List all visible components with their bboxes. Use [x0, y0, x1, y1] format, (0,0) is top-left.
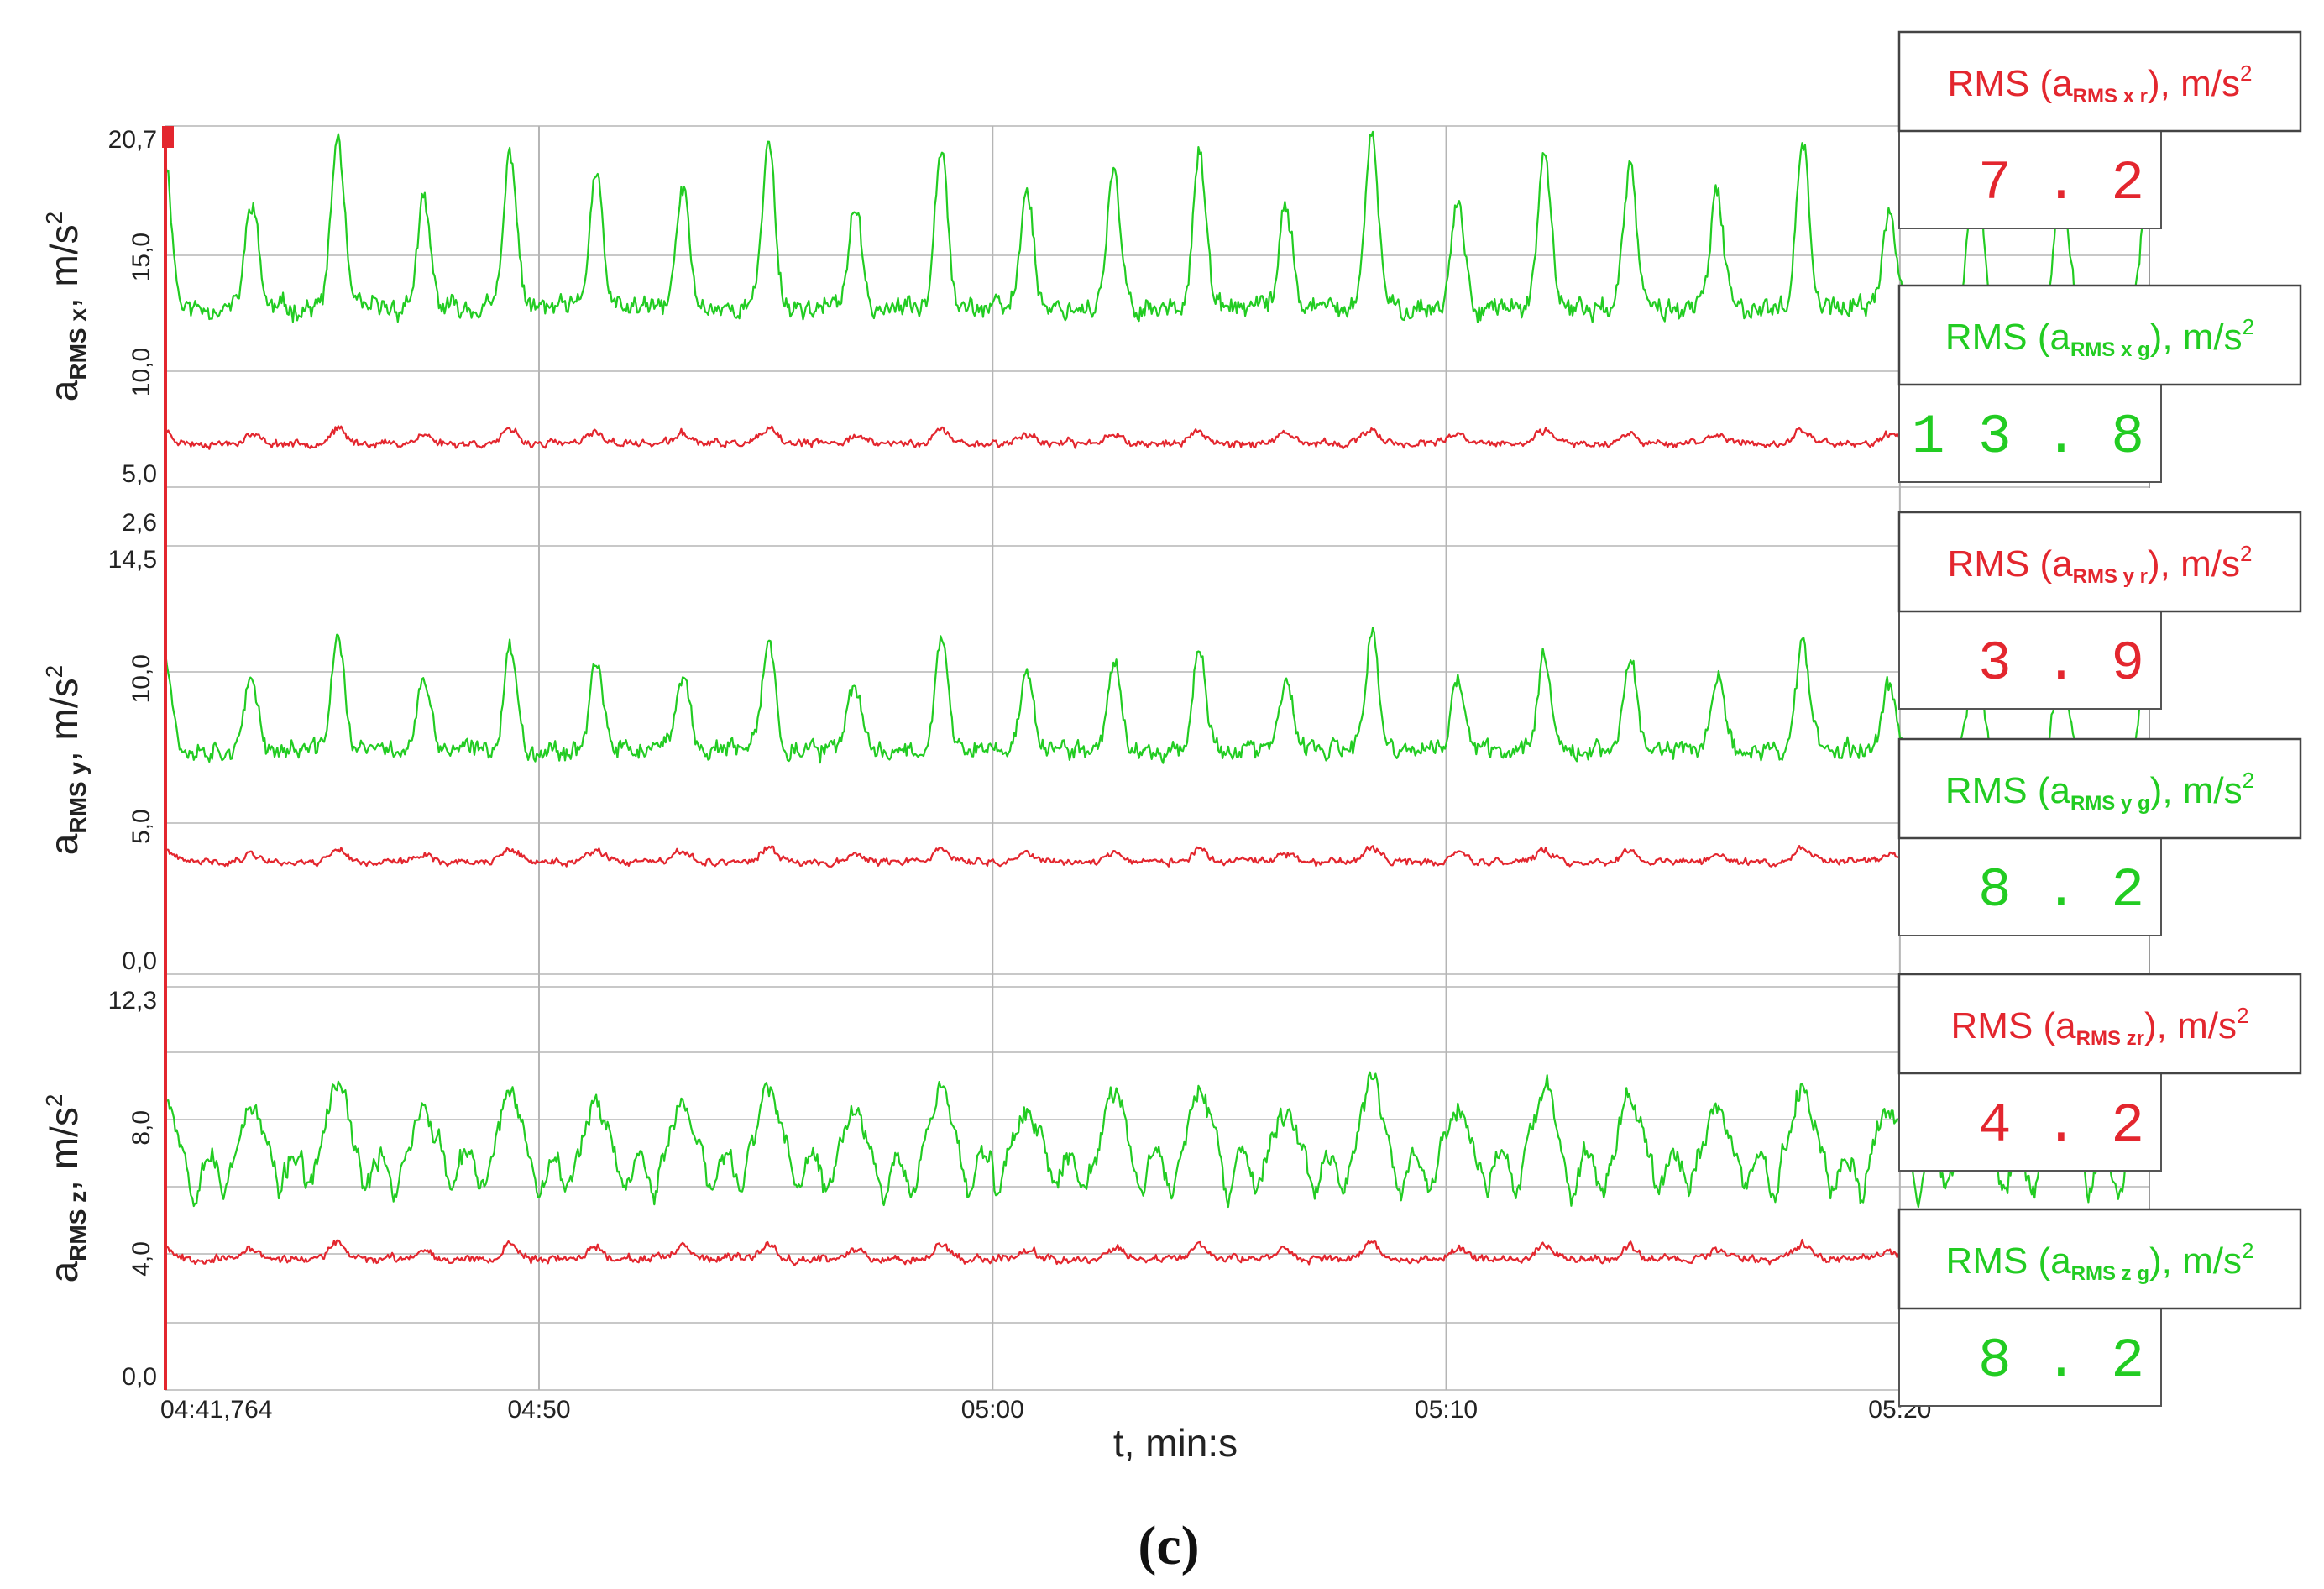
y-axis-label-y: aRMS y, m/s2: [41, 665, 91, 855]
y-tick-label: 20,7: [108, 126, 157, 154]
figure-caption: (c): [1138, 1515, 1199, 1576]
y-tick-label: 8,0: [128, 1110, 155, 1146]
readout-value-box: [1898, 1306, 2162, 1407]
readout-value-box: [1898, 609, 2162, 710]
readout-label-box: [1897, 973, 2302, 1075]
readout-panel: RMS (aRMS x r), m/s2 7 . 2 RMS (aRMS x g),…: [1897, 30, 2302, 1407]
readout-label: RMS (aRMS x g), m/s2: [1945, 314, 2254, 361]
readout-xr: RMS (aRMS x r), m/s2 7 . 2: [1897, 30, 2302, 229]
panel-frame: [165, 545, 2150, 975]
readout-label: RMS (aRMS y g), m/s2: [1945, 768, 2254, 815]
x-tick-label: 04:50: [507, 1396, 570, 1424]
series-line-red: [165, 1238, 2151, 1266]
y-axis-label-z: aRMS z, m/s2: [41, 1094, 91, 1283]
series-line-green: [164, 627, 2151, 764]
plot-area: [164, 125, 2151, 1391]
y-tick-label-extra: 2,6: [122, 509, 157, 537]
x-axis-label: t, min:s: [1113, 1421, 1238, 1465]
readout-label-box: [1897, 1208, 2302, 1310]
readout-xg: RMS (aRMS x g), m/s2 1 3 . 8: [1897, 284, 2302, 483]
readout-label-box: [1897, 511, 2302, 613]
y-tick-label: 0,0: [122, 1363, 157, 1391]
readout-value-box: [1898, 836, 2162, 936]
y-axis-label-x: aRMS x, m/s2: [41, 212, 91, 401]
readout-label: RMS (aRMS y r), m/s2: [1948, 541, 2253, 588]
x-tick-label: 05:00: [961, 1396, 1024, 1424]
y-tick-label: 10,0: [128, 654, 155, 703]
readout-yr: RMS (aRMS y r), m/s2 3 . 9: [1897, 511, 2302, 710]
readout-value: 7 . 2: [1978, 152, 2144, 215]
readout-value: 8 . 2: [1978, 1329, 2144, 1392]
y-tick-label: 0,0: [122, 947, 157, 975]
series-line-red: [165, 425, 2150, 450]
y-tick-label: 12,3: [108, 987, 157, 1015]
series-line-red: [165, 843, 2150, 868]
readout-zg: RMS (aRMS z g), m/s2 8 . 2: [1897, 1208, 2302, 1407]
readout-value: 1 3 . 8: [1912, 406, 2144, 469]
series-line-green: [165, 1071, 2150, 1209]
y-tick-label: 10,0: [128, 348, 155, 396]
y-tick-label: 14,5: [108, 546, 157, 574]
y-tick-label: 15,0: [128, 233, 155, 281]
readout-value: 4 . 2: [1978, 1094, 2144, 1157]
x-tick-label: 04:41,764: [160, 1396, 272, 1424]
readout-label: RMS (aRMS z g), m/s2: [1946, 1238, 2254, 1285]
cursor-marker: [162, 126, 174, 148]
y-tick-label: 4,0: [128, 1241, 155, 1277]
readout-value-box: [1898, 128, 2162, 229]
readout-label-box: [1897, 30, 2302, 133]
readout-value-box: [1898, 382, 2162, 483]
readout-yg: RMS (aRMS y g), m/s2 8 . 2: [1897, 737, 2302, 936]
readout-label-box: [1897, 284, 2302, 386]
readout-value: 3 . 9: [1978, 632, 2144, 695]
x-tick-label: 05:10: [1415, 1396, 1478, 1424]
readout-value: 8 . 2: [1978, 859, 2144, 922]
readout-zr: RMS (aRMS zr), m/s2 4 . 2: [1897, 973, 2302, 1172]
y-tick-label: 5,0: [128, 809, 155, 844]
readout-value-box: [1898, 1071, 2162, 1172]
readout-label: RMS (aRMS zr), m/s2: [1951, 1003, 2249, 1050]
axes: 20,7 15,0 10,0 5,0 aRMS x, m/s2 14,5 10,0 5,0 0,…: [41, 126, 1931, 1424]
panel-frame: [165, 986, 2150, 1391]
y-tick-label: 5,0: [122, 460, 157, 488]
series-line-green: [164, 130, 2151, 326]
readout-label-box: [1897, 737, 2302, 840]
readout-label: RMS (aRMS x r), m/s2: [1948, 60, 2253, 108]
